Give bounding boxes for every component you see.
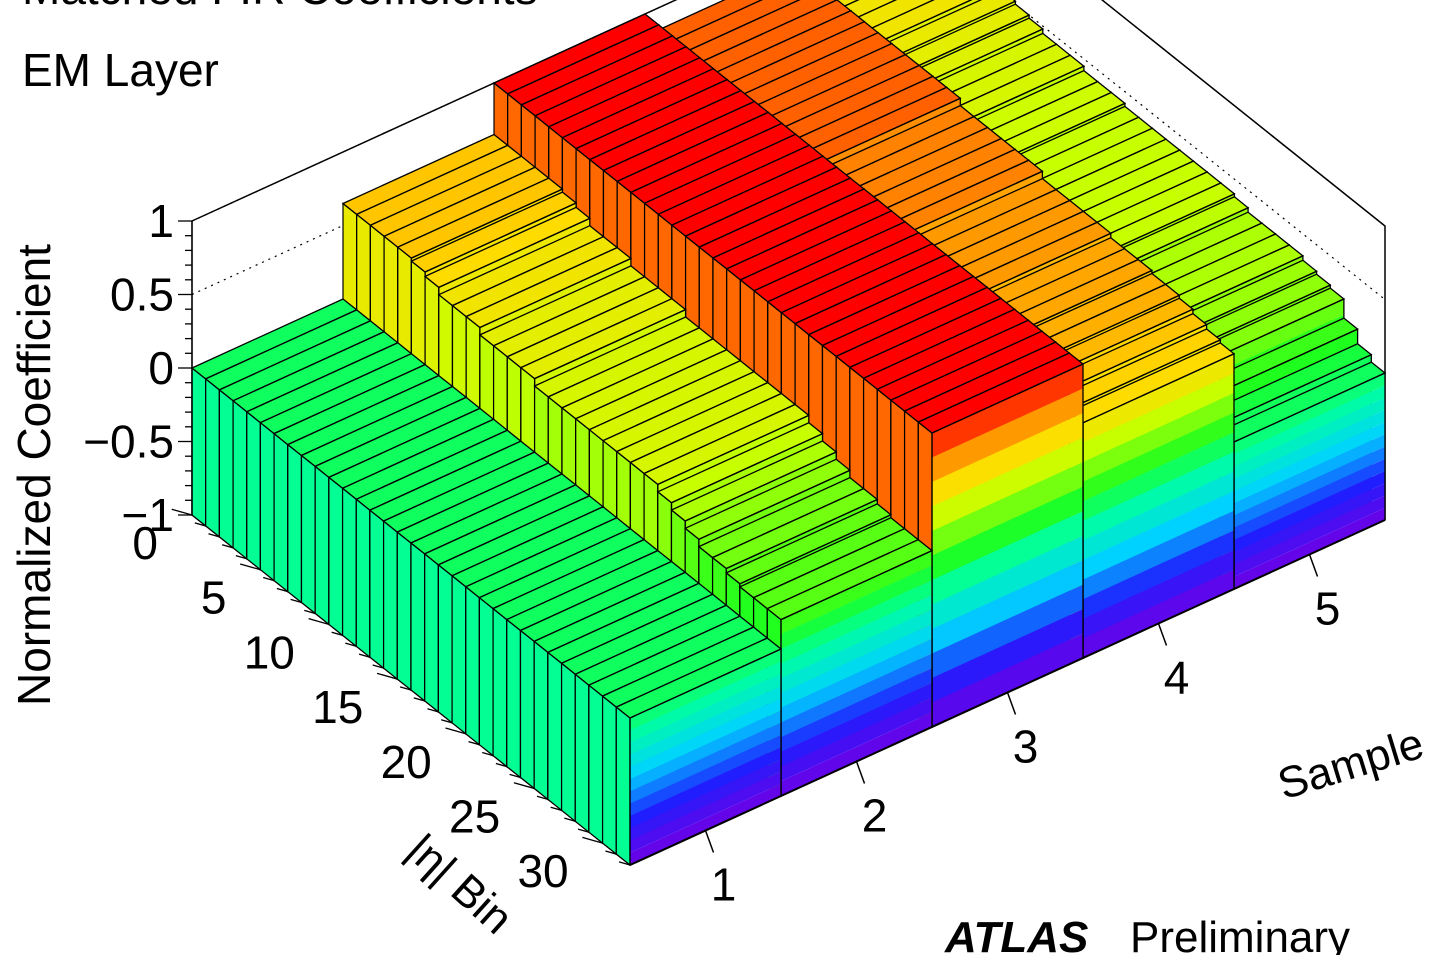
bar-s5-eta31 <box>1219 361 1387 591</box>
bars-group <box>190 0 1387 867</box>
sample-tick-label: 4 <box>1164 652 1190 704</box>
sample-tick-label: 1 <box>711 859 737 911</box>
z-tick-label: 0.5 <box>110 269 174 321</box>
bar-s4-eta31 <box>1068 342 1236 660</box>
eta-tick-label: 10 <box>244 626 295 678</box>
sample-axis-label: Sample <box>1272 719 1429 809</box>
atlas-label: ATLAS <box>944 913 1088 955</box>
eta-axis-label: |η| Bin <box>398 825 522 944</box>
z-tick-label: −1 <box>122 489 174 541</box>
sample-tick-label: 2 <box>862 790 888 842</box>
eta-tick-label: 25 <box>449 790 500 842</box>
z-axis-label: Normalized Coefficient <box>8 244 60 706</box>
eta-tick-label: 15 <box>312 681 363 733</box>
eta-tick-label: 30 <box>517 845 568 897</box>
eta-tick-label: 5 <box>201 572 227 624</box>
chart-title: Matched FIR Coefficients <box>22 0 538 14</box>
eta-tick-label: 20 <box>381 736 432 788</box>
eta-tick-label: 0 <box>132 517 158 569</box>
z-tick-label: 0 <box>148 342 174 394</box>
sample-tick-label: 5 <box>1315 583 1341 635</box>
z-tick-label: −0.5 <box>83 416 174 468</box>
bar-s3-eta31 <box>917 352 1085 729</box>
preliminary-label: Preliminary <box>1130 913 1350 955</box>
z-tick-label: 1 <box>148 195 174 247</box>
sample-tick-label: 3 <box>1013 721 1039 773</box>
bar-s1-eta31 <box>615 637 783 867</box>
chart-subtitle: EM Layer <box>22 44 219 96</box>
